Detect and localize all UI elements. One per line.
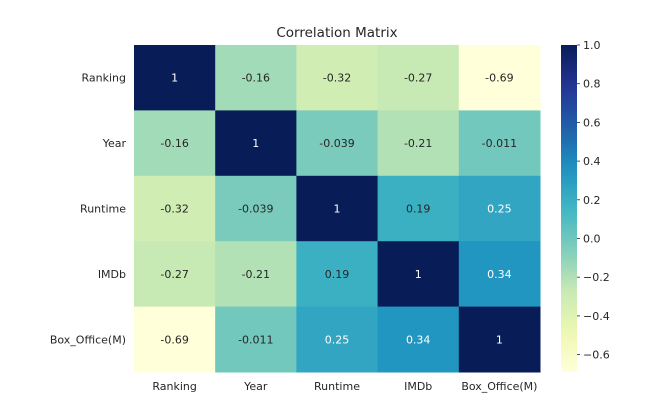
x-tick-label-year: Year [243, 380, 268, 393]
cell-value-label: 0.34 [406, 333, 431, 346]
y-tick-label-runtime: Runtime [80, 203, 126, 216]
y-tick-labels: Ranking Year Runtime IMDb Box_Office(M) [50, 72, 127, 347]
colorbar-tick-label: 0.0 [583, 232, 601, 245]
heatmap-cells: 1 -0.16 -0.32 -0.27 -0.69 -0.16 1 -0.039 -0.21 -0… [134, 45, 541, 373]
colorbar-tick-label: −0.2 [583, 271, 610, 284]
x-tick-label-ranking: Ranking [152, 380, 197, 393]
cell-value-label: 0.34 [487, 268, 512, 281]
heatmap-cell-ranking-box-office-m [458, 45, 541, 111]
heatmap-cell-imdb-imdb [377, 241, 460, 308]
cell-value-label: 1 [496, 333, 503, 346]
heatmap-cell-ranking-runtime [296, 45, 379, 111]
y-tick-label-ranking: Ranking [82, 72, 127, 85]
heatmap-cell-imdb-runtime [296, 241, 379, 308]
heatmap-cell-imdb-ranking [134, 241, 216, 308]
cell-value-label: -0.011 [238, 333, 273, 346]
heatmap-cell-runtime-year [215, 175, 297, 242]
heatmap-cell-runtime-imdb [377, 175, 460, 242]
cell-value-label: -0.011 [482, 137, 517, 150]
cell-value-label: 0.19 [406, 203, 431, 216]
cell-value-label: -0.16 [242, 72, 270, 85]
cell-value-label: 0.19 [325, 268, 350, 281]
heatmap-cell-imdb-year [215, 241, 297, 308]
cell-value-label: 1 [334, 203, 341, 216]
x-tick-label-imdb: IMDb [404, 380, 432, 393]
heatmap-cell-year-year [215, 110, 297, 177]
cell-value-label: -0.27 [160, 268, 188, 281]
x-tick-label-box-office-m: Box_Office(M) [461, 380, 537, 393]
colorbar-tick-label: −0.4 [583, 310, 610, 323]
cell-value-label: -0.21 [242, 268, 270, 281]
colorbar-gradient [561, 45, 577, 372]
heatmap-cell-box-office-m-year [215, 306, 297, 373]
cell-value-label: -0.039 [238, 203, 273, 216]
cell-value-label: 1 [415, 268, 422, 281]
x-tick-label-runtime: Runtime [314, 380, 360, 393]
colorbar-tick-label: 0.8 [583, 78, 601, 91]
cell-value-label: -0.039 [319, 137, 354, 150]
heatmap-cell-box-office-m-imdb [377, 306, 460, 373]
heatmap-cell-box-office-m-ranking [134, 306, 216, 373]
colorbar-tick-label: −0.6 [583, 349, 610, 362]
cell-value-label: -0.32 [160, 203, 188, 216]
cell-value-label: -0.21 [404, 137, 432, 150]
heatmap-cell-year-runtime [296, 110, 379, 177]
cell-value-label: 1 [252, 137, 259, 150]
heatmap-cell-box-office-m-box-office-m [458, 306, 541, 373]
heatmap-cell-imdb-box-office-m [458, 241, 541, 308]
colorbar: 1.0 0.8 0.6 0.4 0.2 0.0 −0.2 −0.4 −0.6 [561, 39, 610, 372]
heatmap-cell-ranking-imdb [377, 45, 460, 111]
colorbar-tick-label: 0.4 [583, 155, 601, 168]
heatmap-cell-year-imdb [377, 110, 460, 177]
y-tick-label-imdb: IMDb [98, 268, 126, 281]
heatmap-cell-ranking-ranking [134, 45, 216, 111]
colorbar-tick-label: 1.0 [583, 39, 601, 52]
heatmap-cell-runtime-ranking [134, 175, 216, 242]
heatmap-cell-runtime-box-office-m [458, 175, 541, 242]
colorbar-tick-label: 0.2 [583, 194, 601, 207]
x-tick-labels: Ranking Year Runtime IMDb Box_Office(M) [152, 380, 537, 393]
cell-value-label: -0.69 [485, 72, 513, 85]
cell-value-label: 1 [171, 72, 178, 85]
heatmap-cell-ranking-year [215, 45, 297, 111]
heatmap-cell-year-box-office-m [458, 110, 541, 177]
heatmap-cell-runtime-runtime [296, 175, 379, 242]
cell-value-label: -0.27 [404, 72, 432, 85]
colorbar-tick-label: 0.6 [583, 116, 601, 129]
y-tick-label-box-office-m: Box_Office(M) [50, 333, 126, 346]
y-tick-label-year: Year [102, 137, 127, 150]
heatmap-cell-box-office-m-runtime [296, 306, 379, 373]
chart-title: Correlation Matrix [276, 25, 397, 41]
cell-value-label: -0.16 [160, 137, 188, 150]
cell-value-label: -0.69 [160, 333, 188, 346]
cell-value-label: -0.32 [323, 72, 351, 85]
heatmap-cell-year-ranking [134, 110, 216, 177]
cell-value-label: 0.25 [487, 203, 512, 216]
cell-value-label: 0.25 [325, 333, 350, 346]
